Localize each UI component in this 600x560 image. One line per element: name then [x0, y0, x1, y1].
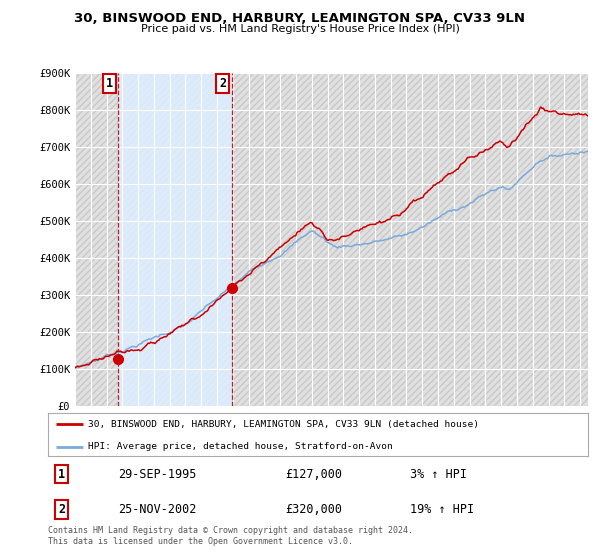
Text: 30, BINSWOOD END, HARBURY, LEAMINGTON SPA, CV33 9LN (detached house): 30, BINSWOOD END, HARBURY, LEAMINGTON SP…	[89, 419, 479, 428]
Text: 25-NOV-2002: 25-NOV-2002	[118, 503, 197, 516]
Text: Contains HM Land Registry data © Crown copyright and database right 2024.
This d: Contains HM Land Registry data © Crown c…	[48, 526, 413, 546]
Text: Price paid vs. HM Land Registry's House Price Index (HPI): Price paid vs. HM Land Registry's House …	[140, 24, 460, 34]
Text: 30, BINSWOOD END, HARBURY, LEAMINGTON SPA, CV33 9LN: 30, BINSWOOD END, HARBURY, LEAMINGTON SP…	[74, 12, 526, 25]
Text: 1: 1	[106, 77, 113, 90]
Text: HPI: Average price, detached house, Stratford-on-Avon: HPI: Average price, detached house, Stra…	[89, 442, 393, 451]
Text: 2: 2	[58, 503, 65, 516]
Text: 19% ↑ HPI: 19% ↑ HPI	[410, 503, 474, 516]
Text: £127,000: £127,000	[286, 468, 343, 480]
Text: 2: 2	[220, 77, 226, 90]
Text: 29-SEP-1995: 29-SEP-1995	[118, 468, 197, 480]
Bar	[118, 73, 232, 406]
Text: 3% ↑ HPI: 3% ↑ HPI	[410, 468, 467, 480]
Text: 1: 1	[58, 468, 65, 480]
Text: £320,000: £320,000	[286, 503, 343, 516]
